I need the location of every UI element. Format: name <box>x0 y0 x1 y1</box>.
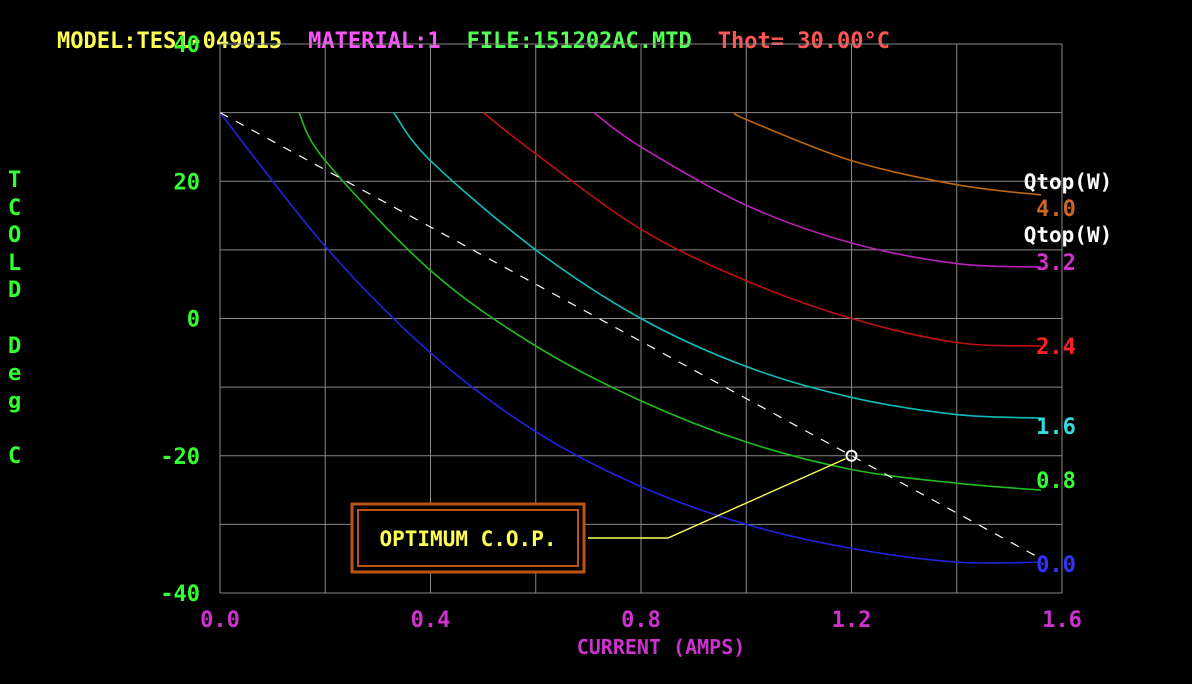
series-label-2-4: 2.4 <box>1036 335 1076 360</box>
series-label-1-6: 1.6 <box>1036 415 1076 440</box>
y-axis-label-letter: O <box>8 223 22 249</box>
thot-label: Thot= 30.00°C <box>717 29 890 54</box>
y-axis-label-letter: g <box>8 388 22 414</box>
callout-box-inner <box>357 509 579 567</box>
series-line-0-8 <box>298 112 1042 491</box>
x-axis-title: CURRENT (AMPS) <box>577 635 746 659</box>
file-label: FILE:151202AC.MTD <box>466 29 692 54</box>
y-axis-label-letter: L <box>8 250 22 276</box>
optimum-point-marker <box>845 449 858 462</box>
header-text: MODEL:TES1-049015 MATERIAL:1 FILE:151202AC… <box>4 4 916 79</box>
y-axis-label-letter: C <box>8 444 22 469</box>
material-label: MATERIAL:1 <box>308 29 441 54</box>
series-label-4-0: 4.0 <box>1036 197 1076 222</box>
y-axis-label-letter: T <box>8 168 22 193</box>
y-axis-label-letter: D <box>8 333 22 359</box>
x-tick-label: 0.8 <box>621 608 661 633</box>
y-tick-label: 20 <box>174 170 201 195</box>
series-line-4-0 <box>733 111 1042 196</box>
y-tick-label: 40 <box>174 33 201 58</box>
x-tick-label: 0.0 <box>200 608 240 633</box>
callout-leader-line <box>588 458 846 539</box>
series-line-1-6 <box>393 112 1041 419</box>
y-axis-label-letter: C <box>8 195 22 221</box>
series-line-2-4 <box>482 111 1041 347</box>
series-line-0-0 <box>219 112 1041 564</box>
x-tick-label: 1.2 <box>832 608 872 633</box>
series-label-3-2: 3.2 <box>1036 251 1076 276</box>
y-axis-label-letter: e <box>8 361 22 387</box>
x-tick-label: 0.4 <box>411 608 451 633</box>
optimum-cop-line <box>219 112 1042 560</box>
legend-title: Qtop(W) <box>1024 223 1113 247</box>
series-label-0-8: 0.8 <box>1036 469 1076 494</box>
y-tick-label: 0 <box>187 308 200 333</box>
series-line-3-2 <box>593 111 1041 268</box>
callout-box-outer <box>350 502 586 574</box>
y-tick-label: -40 <box>160 582 200 607</box>
legend-title: Qtop(W) <box>1024 170 1113 194</box>
series-label-0-0: 0.0 <box>1036 553 1076 578</box>
callout-text: OPTIMUM C.O.P. <box>379 527 556 551</box>
model-label: MODEL:TES1-049015 <box>56 29 283 54</box>
y-axis-label-letter: D <box>8 278 22 304</box>
y-tick-label: -20 <box>160 445 200 470</box>
x-tick-label: 1.6 <box>1042 608 1082 633</box>
